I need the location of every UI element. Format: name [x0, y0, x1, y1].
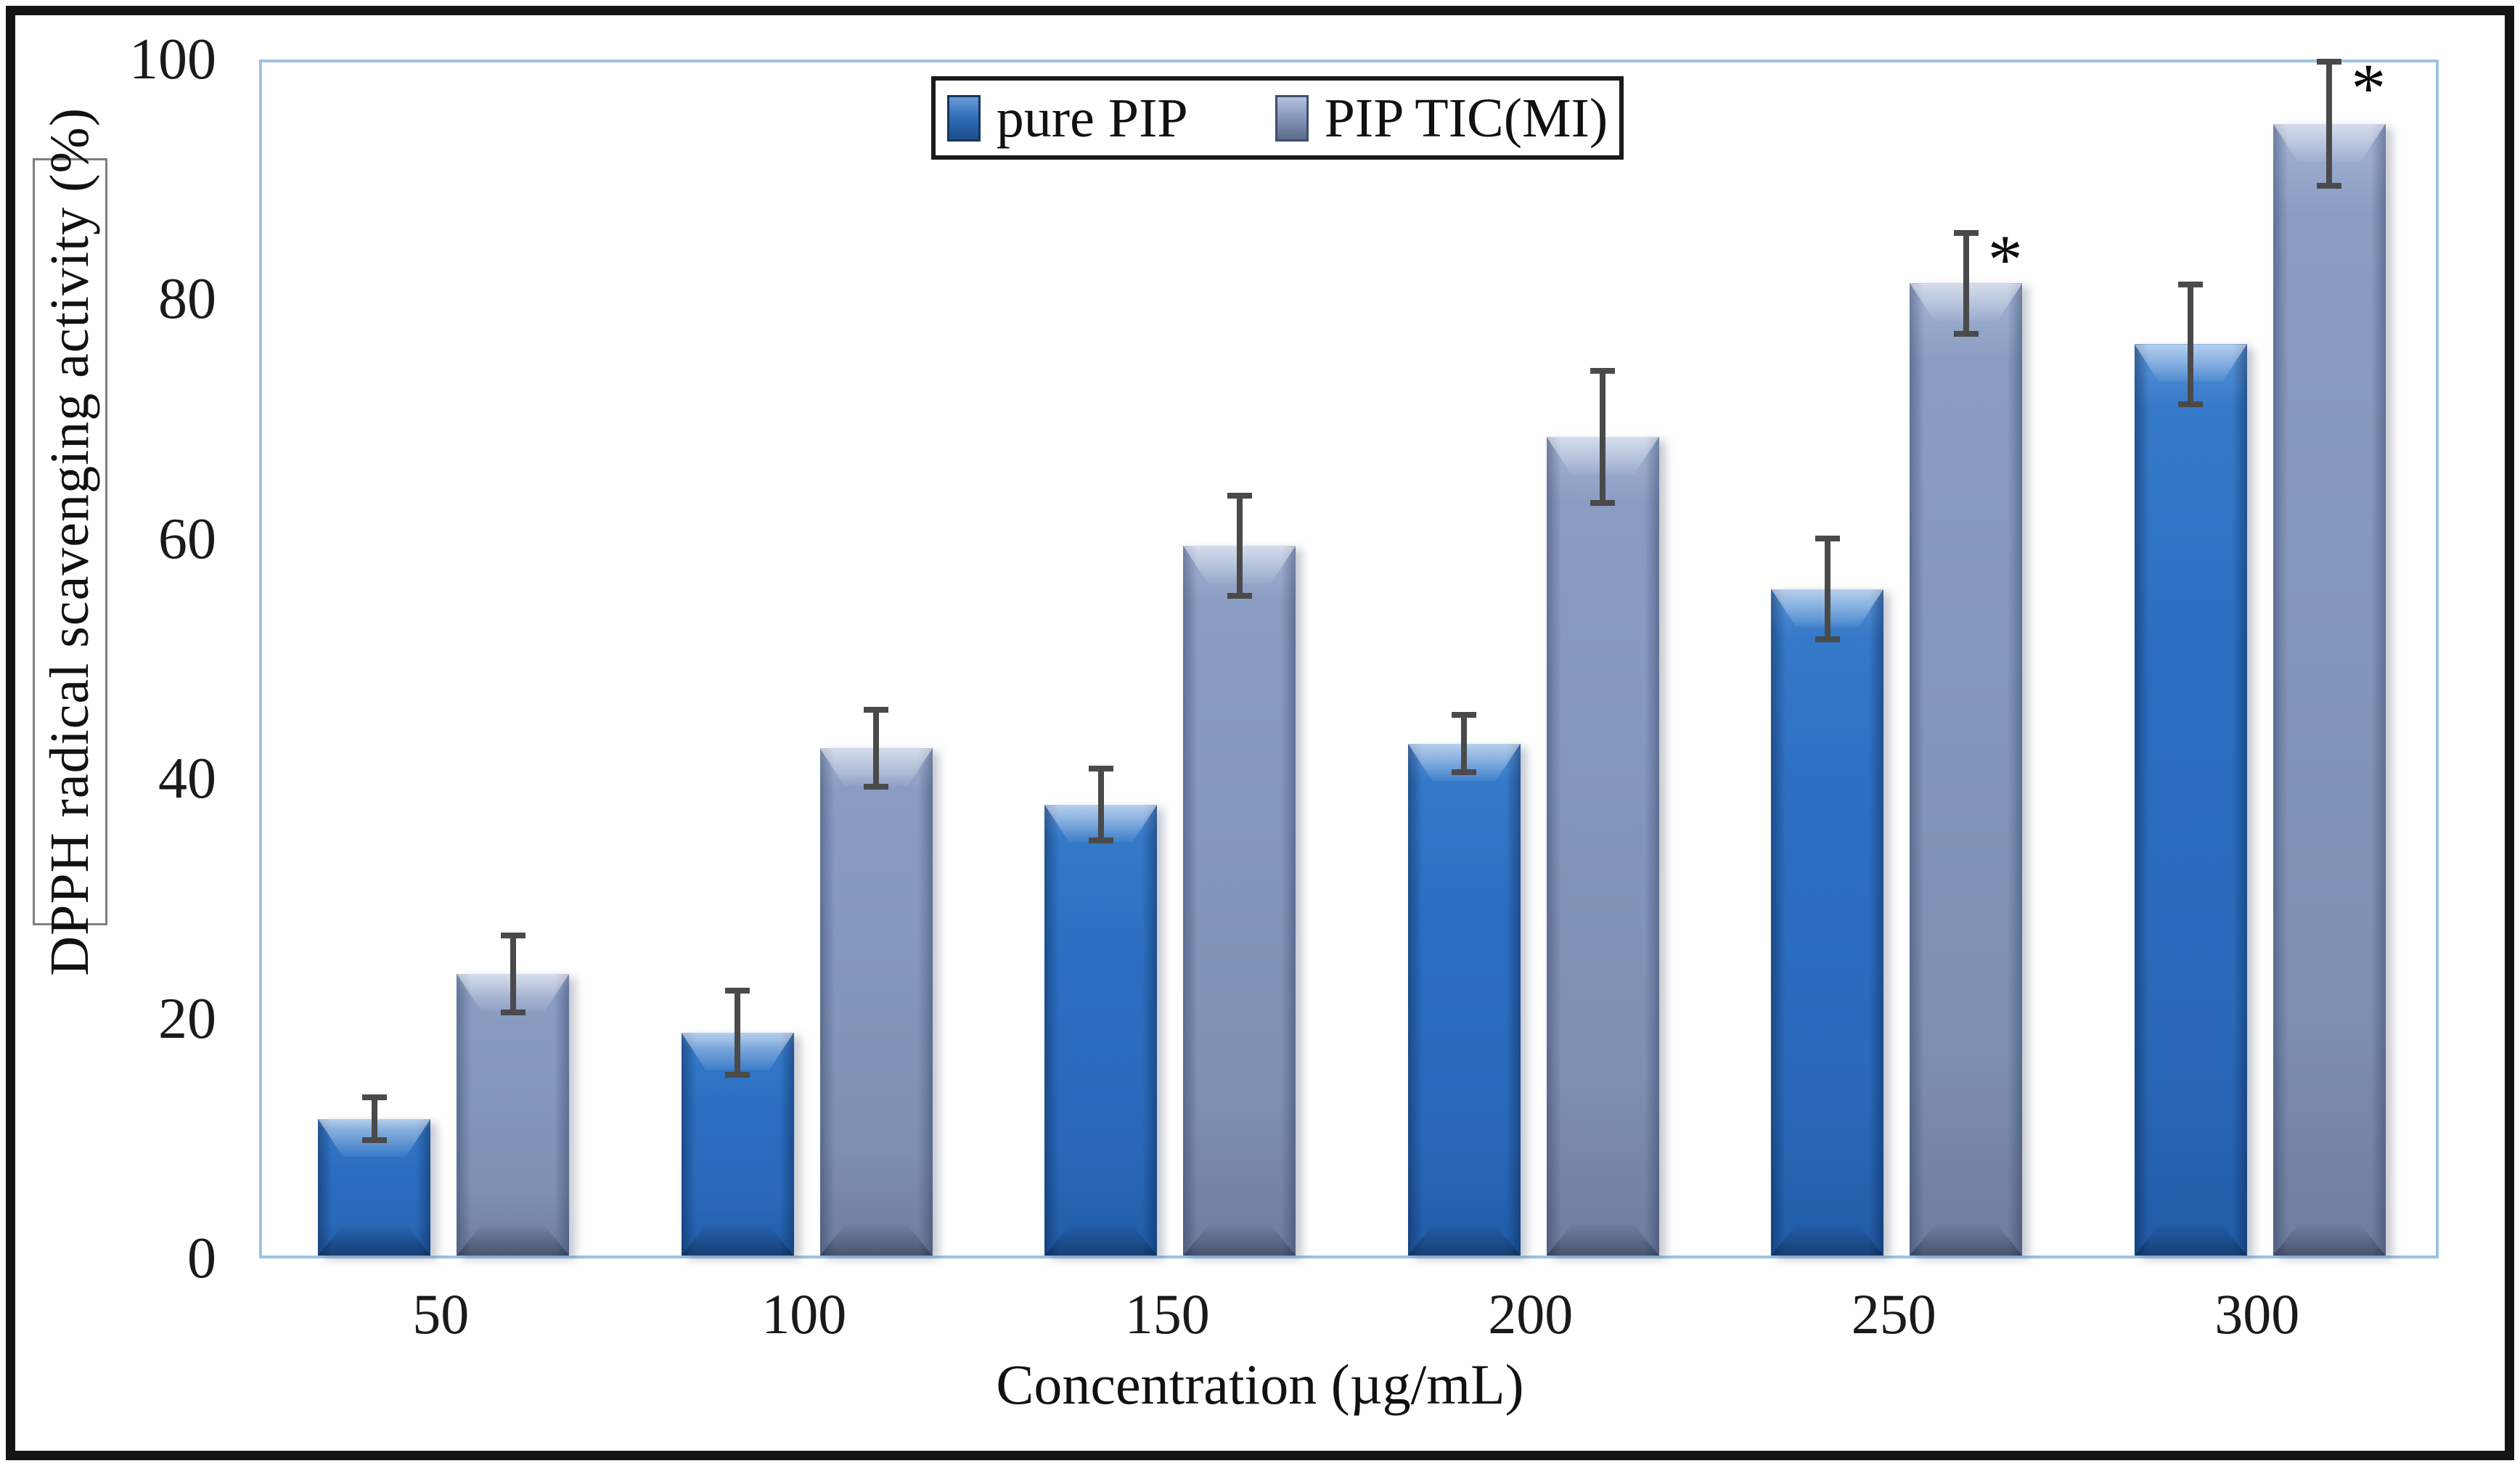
bar-pure-pip-250: [1771, 589, 1884, 1256]
error-bar: [510, 935, 516, 1012]
error-bar-cap: [2317, 183, 2342, 189]
bar-pip-tic-mi--100: [819, 748, 933, 1256]
error-bar: [735, 990, 741, 1075]
legend-label: PIP TIC(MI): [1324, 87, 1608, 149]
x-tick-label: 250: [1851, 1282, 1936, 1346]
error-bar: [873, 710, 880, 787]
bar-pip-tic-mi--300: [2272, 123, 2386, 1256]
error-bar-cap: [361, 1137, 387, 1144]
error-bar: [2188, 284, 2194, 405]
bar-pure-pip-300: [2134, 344, 2247, 1256]
x-tick-label: 50: [412, 1282, 470, 1346]
significance-asterisk: *: [2351, 49, 2386, 127]
legend-marker-icon: [1275, 94, 1309, 142]
bar-pure-pip-150: [1044, 804, 1158, 1256]
x-tick-label: 300: [2214, 1282, 2300, 1346]
y-tick-label: 0: [187, 1227, 216, 1290]
y-tick-label: 60: [158, 507, 216, 571]
error-bar: [1097, 769, 1104, 841]
error-bar-cap: [864, 784, 889, 790]
x-axis-title: Concentration (µg/mL): [996, 1353, 1524, 1416]
legend: pure PIP PIP TIC(MI): [931, 76, 1624, 160]
x-tick-label: 200: [1488, 1282, 1574, 1346]
bar-pip-tic-mi--150: [1183, 546, 1296, 1256]
error-bar-cap: [1590, 367, 1616, 374]
legend-item-pure-pip: pure PIP: [946, 87, 1188, 149]
error-bar: [1461, 714, 1468, 773]
error-bar-cap: [1452, 711, 1477, 718]
plot-area: * *: [259, 53, 2439, 1258]
y-axis-title-box: DPPH radical scavenging activity (%): [33, 107, 107, 976]
x-tick-label: 150: [1124, 1282, 1210, 1346]
error-bar: [1236, 495, 1243, 597]
error-bar: [1824, 539, 1830, 639]
error-bar-cap: [1088, 838, 1113, 844]
error-bar-cap: [500, 1009, 525, 1015]
error-bar-cap: [1953, 229, 1979, 236]
y-tick-label: 80: [158, 267, 216, 332]
y-tick-label: 100: [129, 28, 216, 91]
error-bar-cap: [2317, 58, 2342, 65]
y-tick-label: 20: [158, 986, 216, 1051]
error-bar: [371, 1097, 377, 1141]
error-bar-cap: [2178, 281, 2204, 287]
error-bar-cap: [2178, 401, 2204, 408]
bar-pip-tic-mi--250: [1910, 283, 2023, 1256]
error-bar-cap: [361, 1094, 387, 1100]
error-bar-cap: [1227, 492, 1252, 499]
error-bar-cap: [1815, 636, 1840, 642]
legend-item-pip-tic-mi-: PIP TIC(MI): [1275, 89, 1608, 147]
error-bar-cap: [1590, 499, 1616, 506]
error-bar: [2326, 61, 2333, 187]
x-tick-label: 100: [761, 1282, 847, 1346]
error-bar: [1600, 370, 1606, 503]
error-bar: [1963, 232, 1969, 334]
bar-pip-tic-mi--50: [457, 973, 570, 1256]
significance-asterisk: *: [1987, 220, 2023, 298]
bar-pure-pip-200: [1407, 743, 1521, 1256]
legend-label: pure PIP: [996, 87, 1188, 149]
y-tick-label: 40: [158, 747, 216, 811]
error-bar-cap: [864, 707, 889, 713]
bar-pip-tic-mi--200: [1546, 436, 1659, 1256]
error-bar-cap: [1815, 536, 1840, 542]
error-bar-cap: [500, 932, 525, 938]
error-bar-cap: [1953, 330, 1979, 337]
error-bar-cap: [1227, 593, 1252, 599]
error-bar-cap: [1088, 766, 1113, 772]
legend-marker-icon: [946, 94, 981, 142]
error-bar-cap: [725, 987, 750, 994]
error-bar-cap: [725, 1071, 750, 1078]
error-bar-cap: [1452, 769, 1477, 776]
